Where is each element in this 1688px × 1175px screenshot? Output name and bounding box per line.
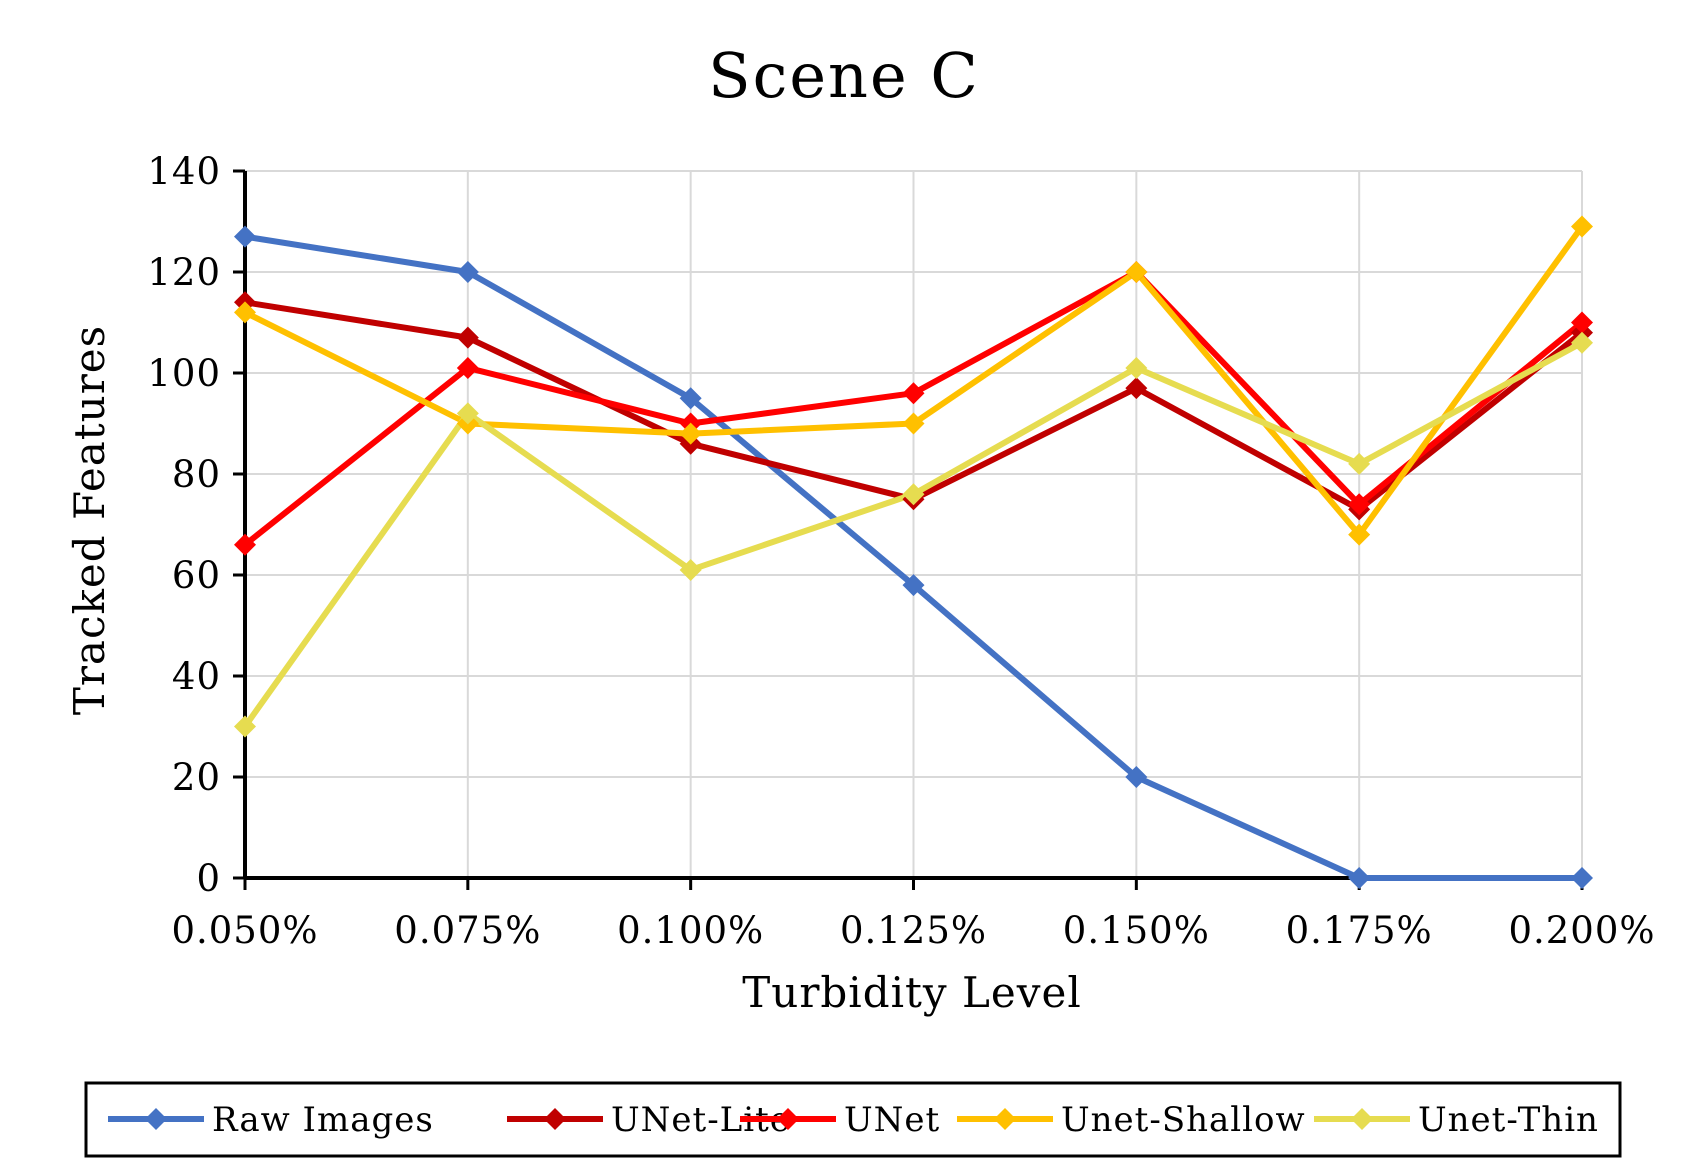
legend-marker-unet-shallow <box>994 1108 1016 1130</box>
data-point-unet-shallow <box>679 422 702 445</box>
legend-marker-unet-lite <box>544 1108 566 1130</box>
series-markers <box>234 215 1593 889</box>
legend: Raw Images UNet-Lite UNet Unet-Shallow Unet-… <box>108 1100 1599 1140</box>
y-tick-label: 20 <box>172 756 221 799</box>
data-point-unet-thin <box>1348 452 1371 475</box>
legend-label-unet-shallow: Unet-Shallow <box>1061 1100 1306 1140</box>
data-point-raw-images <box>1125 766 1148 788</box>
x-tick-label: 0.050% <box>171 909 318 952</box>
y-axis-title: Tracked Features <box>65 325 114 715</box>
data-point-unet-thin <box>1571 331 1593 354</box>
data-point-unet-thin <box>234 715 256 738</box>
legend-label-unet: UNet <box>844 1100 940 1140</box>
data-point-raw-images <box>902 574 925 597</box>
data-point-unet <box>1348 493 1371 516</box>
legend-marker-unet-thin <box>1351 1108 1373 1130</box>
data-point-raw-images <box>456 261 479 283</box>
data-point-unet <box>456 356 479 379</box>
x-tick-label: 0.175% <box>1286 909 1433 952</box>
gridlines <box>245 170 1583 878</box>
data-point-raw-images <box>1571 867 1593 889</box>
x-tick-label: 0.075% <box>394 909 541 952</box>
legend-label-unet-thin: Unet-Thin <box>1418 1100 1599 1140</box>
data-point-unet-shallow <box>234 301 256 324</box>
data-point-unet <box>234 533 256 556</box>
x-axis-title: Turbidity Level <box>742 968 1082 1017</box>
data-point-unet-lite <box>456 326 479 349</box>
data-point-unet-shallow <box>1348 523 1371 546</box>
data-point-unet-shallow <box>902 412 925 435</box>
data-point-unet <box>1571 311 1593 334</box>
data-point-raw-images <box>234 225 256 248</box>
y-tick-label: 60 <box>172 554 221 597</box>
y-tick-label: 0 <box>196 857 221 900</box>
data-point-unet-lite <box>1125 377 1148 400</box>
x-tick-label: 0.200% <box>1508 909 1655 952</box>
data-point-unet-thin <box>679 558 702 581</box>
data-point-unet-shallow <box>1571 215 1593 238</box>
chart-title: Scene C <box>708 39 980 112</box>
y-tick-label: 140 <box>147 150 221 193</box>
data-point-unet <box>902 382 925 405</box>
tick-labels: 0 20 40 60 80 100 120 140 0.050% 0.075% 0.100% 0.12… <box>147 150 1655 952</box>
data-point-raw-images <box>1348 867 1371 889</box>
y-tick-label: 40 <box>172 655 221 698</box>
data-point-raw-images <box>679 387 702 410</box>
x-tick-label: 0.125% <box>840 909 987 952</box>
data-point-unet-thin <box>1125 356 1148 379</box>
y-tick-label: 100 <box>147 352 221 395</box>
legend-marker-raw-images <box>145 1108 167 1130</box>
legend-label-raw-images: Raw Images <box>212 1100 434 1140</box>
x-tick-label: 0.150% <box>1063 909 1210 952</box>
axes <box>233 169 1584 890</box>
data-point-unet-thin <box>456 402 479 425</box>
y-tick-label: 80 <box>172 453 221 496</box>
x-tick-label: 0.100% <box>617 909 764 952</box>
legend-marker-unet <box>777 1108 799 1130</box>
data-point-unet-shallow <box>1125 261 1148 283</box>
y-tick-label: 120 <box>147 251 221 294</box>
data-point-unet-thin <box>902 483 925 506</box>
